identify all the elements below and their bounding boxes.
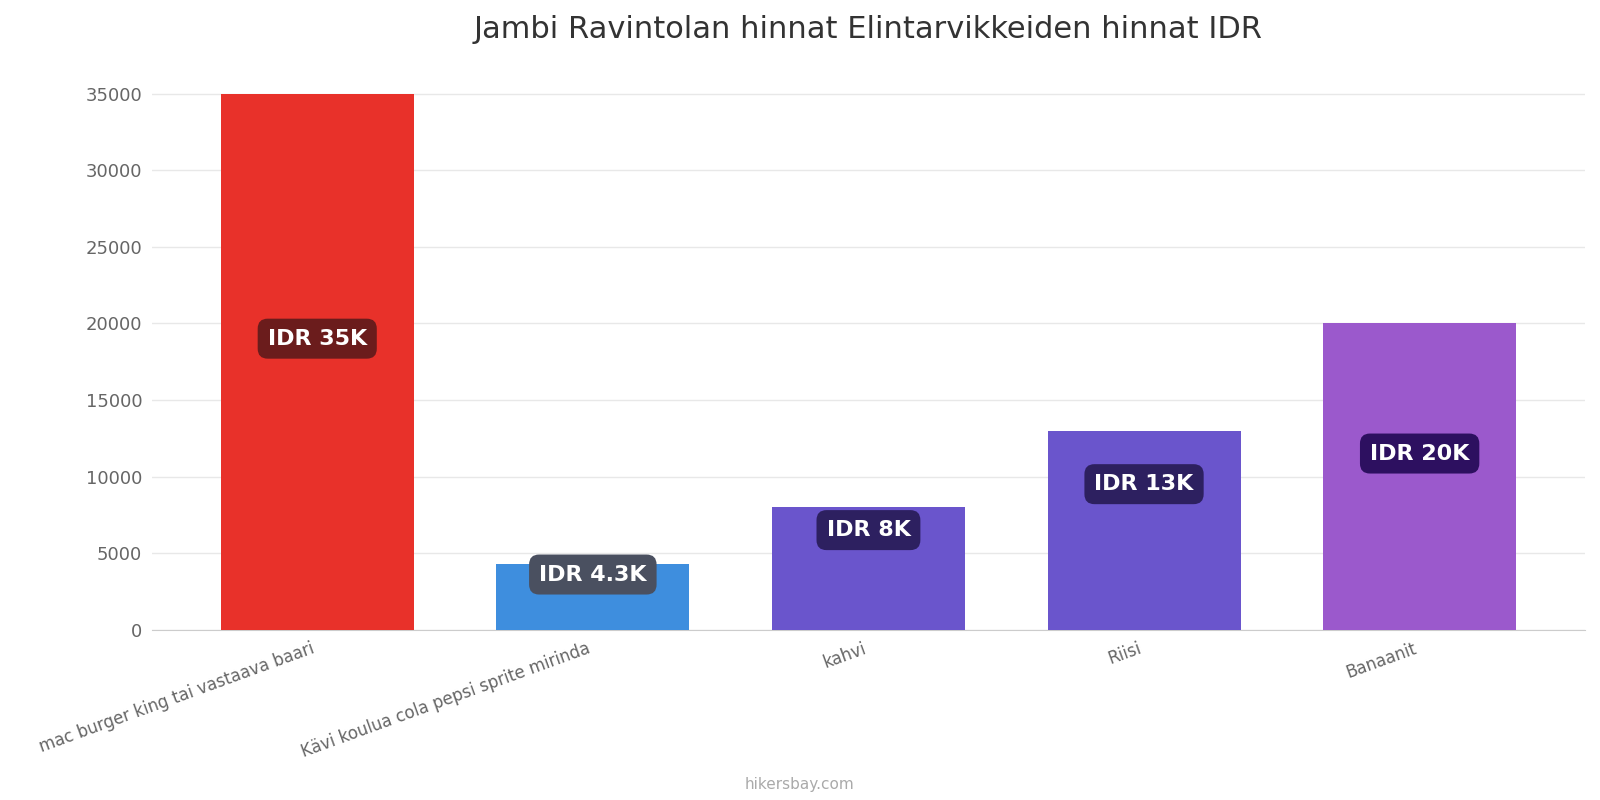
Text: hikersbay.com: hikersbay.com (746, 777, 854, 792)
Bar (221, 94, 414, 630)
Title: Jambi Ravintolan hinnat Elintarvikkeiden hinnat IDR: Jambi Ravintolan hinnat Elintarvikkeiden… (474, 15, 1262, 44)
Text: IDR 4.3K: IDR 4.3K (539, 565, 646, 585)
Text: IDR 13K: IDR 13K (1094, 474, 1194, 494)
Bar (1323, 323, 1517, 630)
Text: IDR 35K: IDR 35K (267, 329, 366, 349)
Text: IDR 8K: IDR 8K (827, 520, 910, 540)
Text: IDR 20K: IDR 20K (1370, 443, 1469, 463)
Bar (496, 564, 690, 630)
Bar (771, 507, 965, 630)
Bar (1048, 430, 1240, 630)
